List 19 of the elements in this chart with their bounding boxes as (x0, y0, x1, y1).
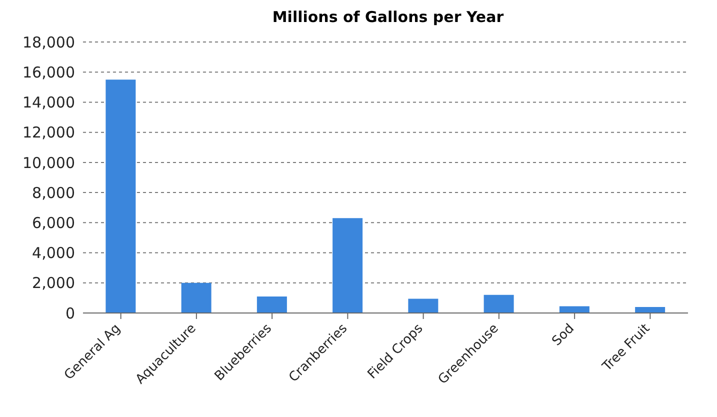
y-tick-label: 6,000 (32, 214, 75, 232)
y-tick-label: 18,000 (22, 33, 75, 52)
bar (106, 80, 136, 313)
bar (635, 306, 666, 313)
y-tick-label: 16,000 (22, 63, 75, 82)
y-tick-label: 0 (65, 304, 75, 322)
y-tick-label: 12,000 (22, 124, 75, 142)
chart-title: Millions of Gallons per Year (271, 8, 505, 28)
bar (181, 282, 212, 313)
y-tick-label: 2,000 (32, 274, 75, 292)
y-tick-label: 10,000 (22, 154, 75, 172)
y-tick-label: 8,000 (32, 184, 75, 202)
bar (332, 218, 363, 313)
y-tick-label: 14,000 (22, 94, 75, 112)
y-tick-label: 4,000 (32, 244, 75, 262)
bar (559, 306, 590, 313)
bar (484, 294, 514, 313)
bar (408, 298, 438, 313)
bar (256, 296, 287, 313)
